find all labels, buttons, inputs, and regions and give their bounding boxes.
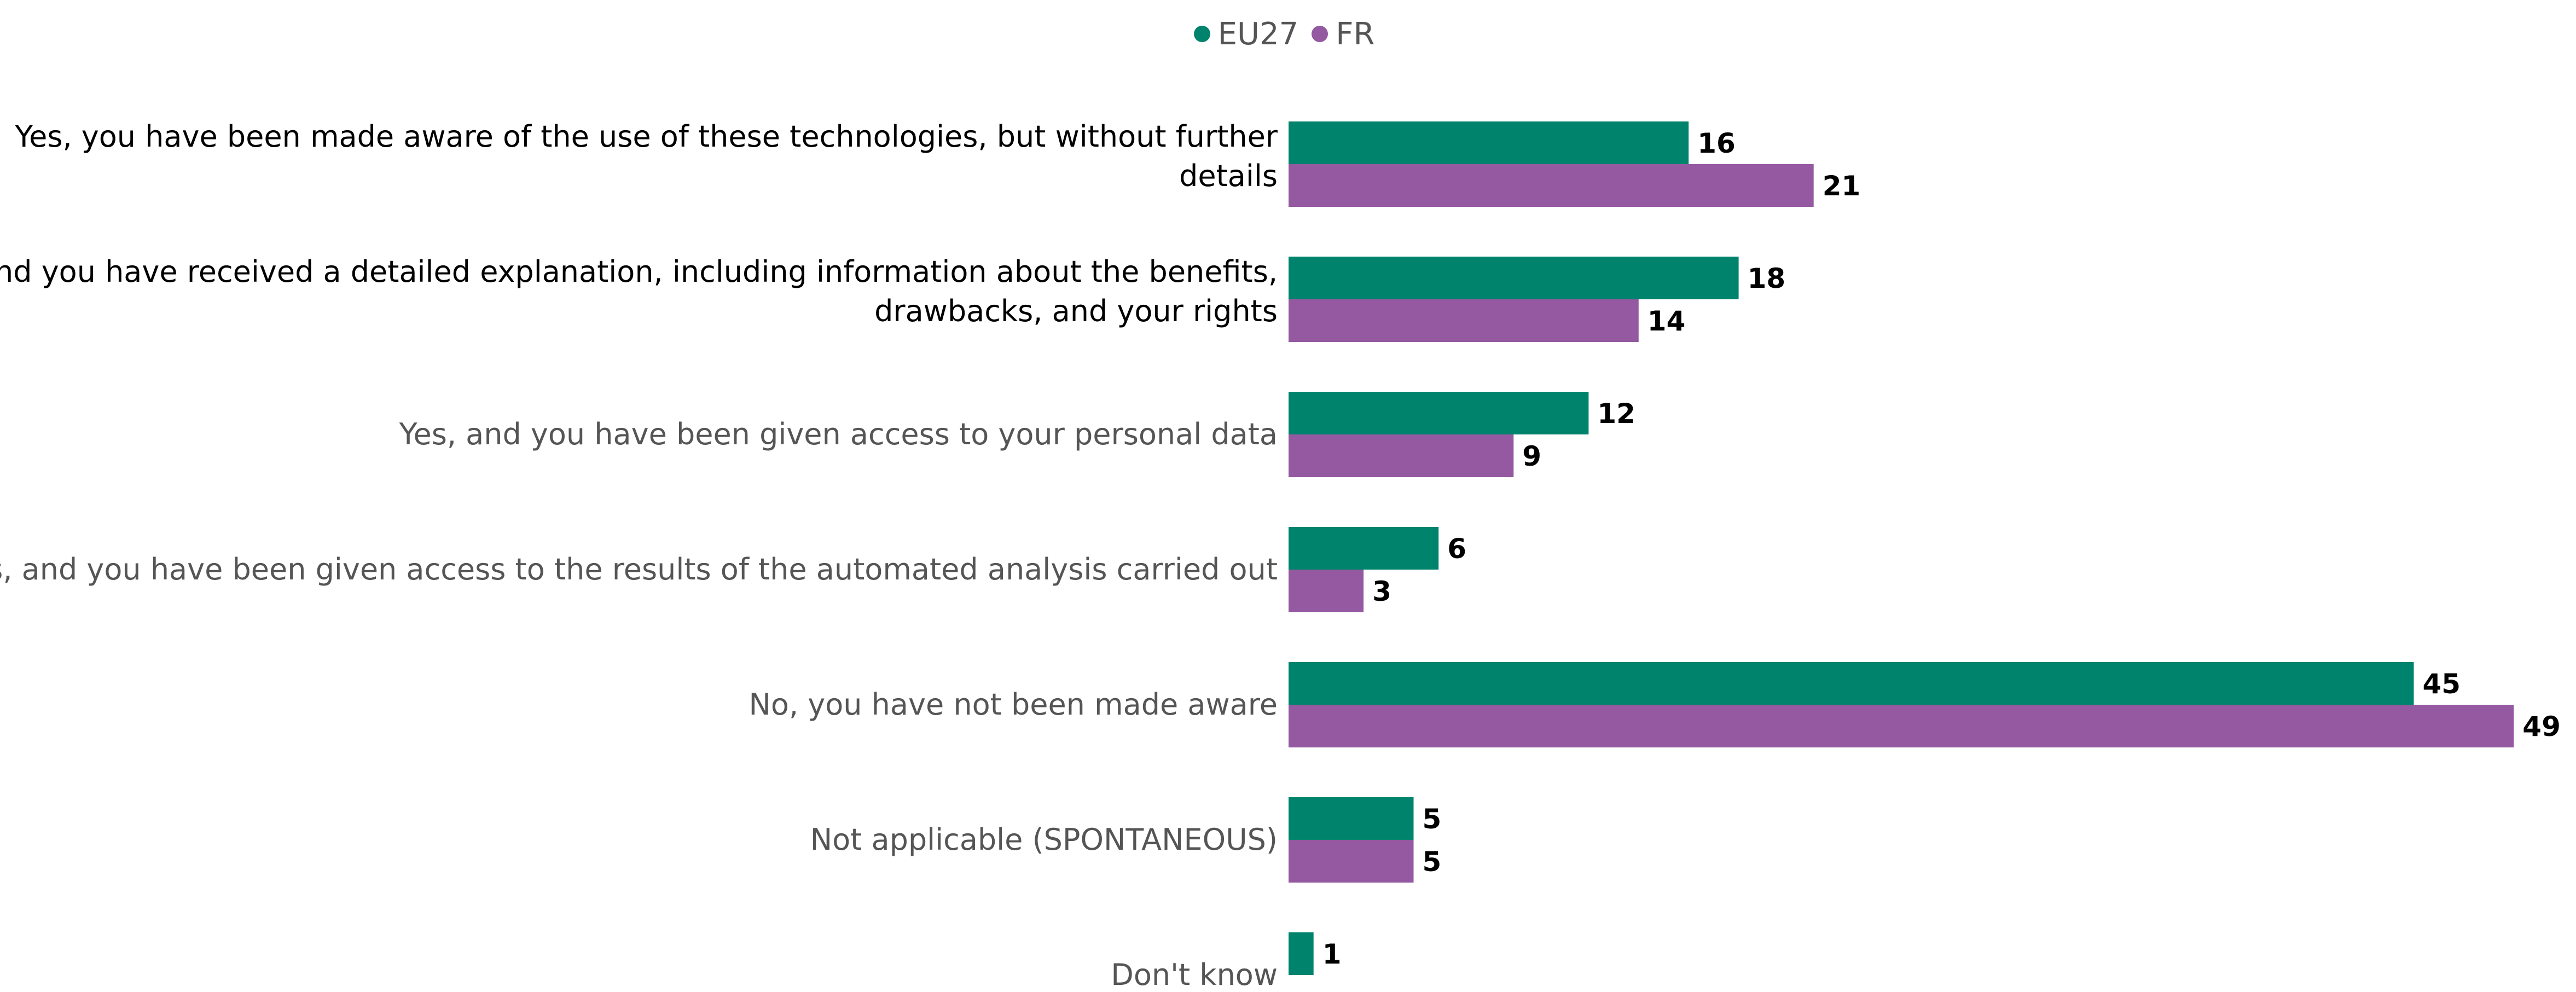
category-label: Not applicable (SPONTANEOUS) [810,822,1278,857]
value-label-eu27: 5 [1423,803,1442,835]
category-label: details [1179,159,1278,193]
legend-item-fr[interactable]: FR [1312,16,1374,52]
category-label: Yes, you have been made aware of the use… [14,119,1278,154]
legend-label-eu27: EU27 [1217,16,1299,52]
category-label: No, you have not been made aware [749,687,1278,722]
bar-eu27 [1289,797,1414,840]
bar-eu27 [1289,527,1439,570]
bar-fr [1289,840,1414,883]
value-label-fr: 14 [1647,305,1686,337]
value-label-eu27: 18 [1748,263,1786,294]
bar-fr [1289,299,1639,342]
bar-fr [1289,705,2514,747]
value-label-fr: 3 [1372,576,1391,607]
bar-eu27 [1289,932,1314,975]
category-label: Yes, and you have been given access to t… [0,552,1278,587]
category-label: drawbacks, and your rights [874,294,1278,328]
value-label-eu27: 12 [1597,398,1635,430]
value-label-eu27: 16 [1697,127,1736,159]
bar-eu27 [1289,121,1689,164]
legend-label-fr: FR [1336,16,1375,52]
value-label-fr: 49 [2522,711,2561,742]
bar-fr [1289,570,1364,612]
bar-fr [1289,164,1814,207]
value-label-fr: 5 [1423,846,1442,878]
bar-fr [1289,434,1514,477]
legend-item-eu27[interactable]: EU27 [1193,16,1299,52]
legend-swatch-eu27 [1193,26,1210,42]
category-label: Yes, and you have received a detailed ex… [0,254,1278,289]
category-label: Don't know [1111,958,1278,992]
value-label-eu27: 6 [1447,533,1466,565]
value-label-fr: 21 [1823,170,1861,202]
legend-swatch-fr [1312,26,1328,42]
value-label-fr: 9 [1522,440,1541,472]
category-label: Yes, and you have been given access to y… [399,417,1278,451]
bar-eu27 [1289,662,2414,705]
bar-eu27 [1289,392,1589,434]
bar-eu27 [1289,257,1739,299]
value-label-eu27: 45 [2423,668,2461,700]
value-label-eu27: 1 [1322,938,1342,970]
legend: EU27 FR [0,12,2576,56]
